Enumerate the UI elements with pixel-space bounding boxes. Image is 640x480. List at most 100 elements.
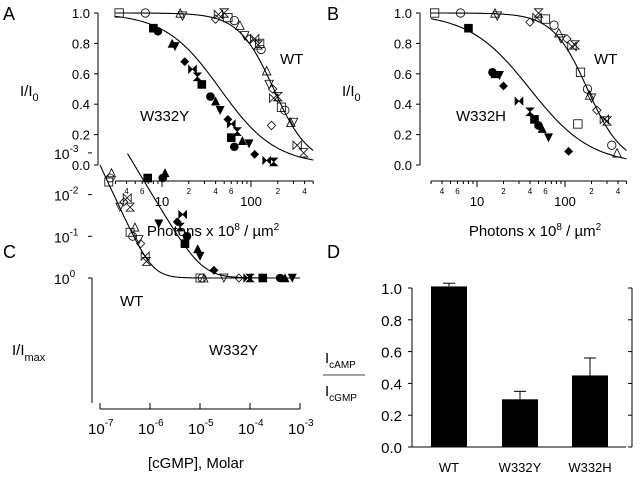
data-point xyxy=(261,65,272,76)
y-axis-label: I/I0 xyxy=(342,83,361,104)
data-point xyxy=(564,146,574,156)
data-point xyxy=(252,40,264,50)
data-point xyxy=(230,142,239,152)
data-point xyxy=(153,26,163,36)
data-point xyxy=(180,239,190,248)
bar-wt xyxy=(431,286,467,447)
data-point xyxy=(553,27,564,38)
fit-curve xyxy=(430,18,627,160)
x-minor-tick-label: 4 xyxy=(124,187,129,196)
data-point xyxy=(140,251,150,262)
data-point xyxy=(244,139,254,149)
data-point xyxy=(280,273,290,283)
y-tick-label: 0.4 xyxy=(394,97,412,112)
y-tick-label: 10-2 xyxy=(54,186,79,204)
data-point xyxy=(235,20,245,30)
panel-label: B xyxy=(327,4,339,24)
x-minor-tick-label: 2 xyxy=(589,187,594,196)
x-tick-label: WT xyxy=(439,460,459,475)
data-point xyxy=(125,202,136,212)
data-point xyxy=(128,231,138,241)
x-minor-tick-label: 2 xyxy=(187,187,192,196)
data-point xyxy=(276,102,287,112)
y-tick-label: 0.6 xyxy=(381,345,402,362)
y-tick-label: 0.0 xyxy=(381,440,402,457)
data-point xyxy=(143,173,153,183)
data-point xyxy=(573,119,583,129)
x-minor-tick-label: 4 xyxy=(213,187,218,196)
annotation-wt: WT xyxy=(280,51,303,68)
panel-b: B 0.0 0.2 0.4 0.6 0.8 1.0 I/I0 4 6 2 4 6 2 4 10 100 Photo… xyxy=(327,4,628,240)
data-point xyxy=(530,115,539,124)
annotation-mutant: W332Y xyxy=(209,342,258,359)
x-tick-label: 10-4 xyxy=(238,418,264,438)
data-point xyxy=(223,12,233,23)
y-label-numerator: IcAMP xyxy=(325,350,356,371)
y-axis-label: I/Imax xyxy=(12,342,46,364)
data-point xyxy=(134,235,144,245)
panel-c: C 10-3 10-2 10-1 100 10-7 10-6 10-5 10-4 10-3 I/Im… xyxy=(3,144,314,472)
data-point xyxy=(599,114,609,125)
y-tick-label: 0.2 xyxy=(72,128,90,143)
data-point xyxy=(494,71,504,80)
data-point xyxy=(160,168,170,178)
data-point xyxy=(255,38,265,49)
fit-curve xyxy=(127,153,300,279)
data-point xyxy=(119,197,129,207)
data-point xyxy=(537,123,547,133)
panel-label: A xyxy=(3,4,15,24)
y-tick-label: 10-3 xyxy=(54,144,79,162)
y-tick-label: 10-1 xyxy=(54,227,79,245)
data-point xyxy=(245,273,255,283)
data-point xyxy=(298,148,309,158)
data-point xyxy=(211,96,221,106)
data-point xyxy=(492,11,503,22)
data-point xyxy=(195,251,205,261)
panel-d: D 0.0 0.2 0.4 0.6 0.8 1.0 IcAMP IcGMP WT W332Y W332… xyxy=(323,242,633,475)
series-w332h xyxy=(430,18,627,160)
data-point xyxy=(285,117,296,128)
data-point xyxy=(226,119,236,129)
y-tick-label: 0.8 xyxy=(394,36,412,51)
data-point xyxy=(177,11,188,22)
x-minor-tick-label: 2 xyxy=(501,187,506,196)
annotation-mutant: W332H xyxy=(456,108,506,125)
data-point xyxy=(209,265,219,275)
data-point xyxy=(182,232,192,241)
data-point xyxy=(592,105,602,116)
data-point xyxy=(213,9,223,20)
y-label-denominator: IcGMP xyxy=(325,383,357,404)
x-tick-label: 100 xyxy=(240,194,262,209)
x-tick-label: 10 xyxy=(470,194,484,209)
data-point xyxy=(199,273,209,283)
y-tick-label: 1.0 xyxy=(381,281,402,298)
data-point xyxy=(106,167,117,178)
data-point xyxy=(562,34,572,44)
data-point xyxy=(154,219,164,229)
annotation-mutant: W332Y xyxy=(140,108,189,125)
y-tick-label: 0.4 xyxy=(72,97,90,112)
data-point xyxy=(499,81,508,91)
data-point xyxy=(206,92,215,101)
data-point xyxy=(219,8,230,18)
data-point xyxy=(549,20,559,30)
panel-a: A0.00.20.40.60.81.0I/I04 6 2 4 6 2 410 100Photo… xyxy=(3,4,314,240)
x-tick-label: W332Y xyxy=(499,460,542,475)
data-point xyxy=(130,222,140,232)
data-point xyxy=(607,140,617,150)
data-point xyxy=(250,33,260,45)
x-minor-tick-label: 4 xyxy=(528,187,533,196)
x-tick-label: 10-3 xyxy=(288,418,314,438)
data-point xyxy=(175,7,186,18)
x-minor-tick-label: 4 xyxy=(440,187,445,196)
series-wt xyxy=(430,7,627,158)
x-minor-tick-label: 6 xyxy=(229,187,234,196)
data-point xyxy=(288,117,299,128)
y-tick-label: 1.0 xyxy=(72,6,90,21)
data-point xyxy=(229,16,239,26)
data-point xyxy=(178,209,187,220)
y-tick-label: 100 xyxy=(54,269,76,287)
x-tick-label: 100 xyxy=(554,194,576,209)
x-tick-label: 10-6 xyxy=(138,418,164,438)
